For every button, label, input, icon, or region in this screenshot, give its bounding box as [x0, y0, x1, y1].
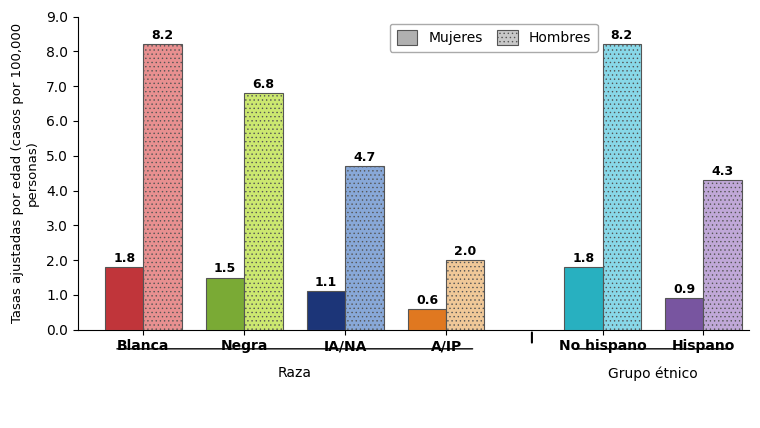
Text: 6.8: 6.8 [252, 78, 274, 91]
Text: 1.8: 1.8 [572, 252, 594, 265]
Bar [307, 291, 345, 330]
Text: 8.2: 8.2 [151, 30, 173, 42]
Bar [144, 45, 182, 330]
Bar [704, 180, 742, 330]
Bar [603, 45, 641, 330]
Text: Grupo étnico: Grupo étnico [608, 366, 698, 381]
Bar [665, 298, 704, 330]
Text: 4.7: 4.7 [353, 151, 375, 164]
Bar [105, 267, 144, 330]
Text: 2.0: 2.0 [454, 245, 477, 258]
Bar [564, 267, 603, 330]
Bar [408, 309, 446, 330]
Text: 1.1: 1.1 [315, 276, 337, 289]
Bar [244, 93, 283, 330]
Legend: Mujeres, Hombres: Mujeres, Hombres [390, 24, 598, 52]
Bar [446, 260, 484, 330]
Text: 1.8: 1.8 [113, 252, 135, 265]
Bar [345, 166, 384, 330]
Text: 8.2: 8.2 [611, 30, 633, 42]
Text: 1.5: 1.5 [214, 262, 236, 276]
Text: 0.9: 0.9 [673, 283, 695, 296]
Bar [206, 277, 244, 330]
Text: 0.6: 0.6 [416, 294, 438, 307]
Text: 4.3: 4.3 [711, 165, 733, 178]
Text: Raza: Raza [277, 366, 312, 380]
Y-axis label: Tasas ajustadas por edad (casos por 100,000
personas): Tasas ajustadas por edad (casos por 100,… [11, 23, 39, 323]
